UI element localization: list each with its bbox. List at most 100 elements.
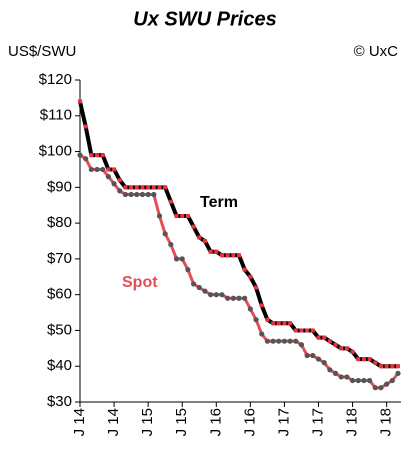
spot-marker xyxy=(117,188,123,194)
x-tick-label: J 17 xyxy=(309,408,326,436)
spot-marker xyxy=(111,181,117,187)
spot-marker xyxy=(94,166,100,173)
x-tick-label: J 15 xyxy=(173,408,190,436)
spot-marker xyxy=(327,367,333,373)
term-annotation: Term xyxy=(200,194,238,211)
spot-marker xyxy=(168,241,174,248)
term-marker xyxy=(254,285,259,290)
spot-marker xyxy=(100,166,106,173)
term-marker xyxy=(316,335,321,340)
term-marker xyxy=(123,185,128,190)
x-tick-label: J 14 xyxy=(105,408,122,436)
y-tick-label: $80 xyxy=(47,214,72,231)
spot-marker xyxy=(293,338,299,344)
spot-marker xyxy=(185,267,191,273)
term-marker xyxy=(78,99,82,104)
term-marker xyxy=(100,153,105,158)
spot-marker xyxy=(321,360,327,366)
spot-marker xyxy=(384,381,390,387)
spot-marker xyxy=(145,191,151,198)
spot-marker xyxy=(139,191,146,198)
spot-marker xyxy=(236,295,242,301)
spot-marker xyxy=(264,338,270,344)
spot-marker xyxy=(367,377,373,384)
term-marker xyxy=(237,253,241,258)
spot-marker xyxy=(349,377,356,384)
spot-marker xyxy=(253,317,259,323)
term-marker xyxy=(174,213,179,218)
term-marker xyxy=(373,360,378,365)
x-tick-label: J 16 xyxy=(207,408,224,436)
term-marker xyxy=(350,349,355,354)
spot-marker xyxy=(151,191,157,198)
y-tick-label: $120 xyxy=(39,71,72,88)
chart-title: Ux SWU Prices xyxy=(133,8,276,30)
term-marker xyxy=(299,328,304,333)
spot-marker xyxy=(242,295,248,301)
term-marker xyxy=(259,303,264,308)
y-axis-label: US$/SWU xyxy=(8,43,76,60)
spot-marker xyxy=(202,288,208,294)
spot-marker xyxy=(344,374,350,380)
x-tick-label: J 14 xyxy=(71,408,88,436)
term-marker xyxy=(265,317,270,322)
y-tick-label: $110 xyxy=(40,107,72,124)
spot-marker xyxy=(259,331,265,337)
term-marker xyxy=(333,342,338,347)
term-marker xyxy=(390,364,395,369)
spot-marker xyxy=(83,156,89,162)
term-marker xyxy=(305,328,310,333)
spot-marker xyxy=(162,231,168,237)
y-tick-label: $100 xyxy=(39,143,72,160)
spot-marker xyxy=(134,191,140,198)
term-marker xyxy=(140,185,145,190)
spot-marker xyxy=(372,385,378,391)
term-marker xyxy=(163,185,168,190)
spot-marker xyxy=(298,342,305,348)
credit: © UxC xyxy=(354,43,399,60)
spot-marker xyxy=(208,292,214,298)
spot-marker xyxy=(225,295,231,301)
term-marker xyxy=(276,321,281,326)
term-marker xyxy=(214,249,219,254)
term-marker xyxy=(231,253,236,258)
spot-marker xyxy=(276,338,282,344)
series-line xyxy=(78,101,398,369)
spot-marker xyxy=(361,377,367,384)
spot-marker xyxy=(270,338,276,344)
y-tick-label: $30 xyxy=(47,393,72,410)
spot-marker xyxy=(230,295,236,301)
spot-marker xyxy=(395,370,401,376)
x-tick-label: J 18 xyxy=(344,408,361,436)
spot-annotation: Spot xyxy=(122,274,158,291)
spot-marker xyxy=(88,166,94,173)
term-marker xyxy=(146,185,151,190)
spot-marker xyxy=(105,174,111,180)
term-marker xyxy=(339,346,344,351)
spot-marker xyxy=(338,374,344,380)
term-marker xyxy=(112,167,117,172)
y-tick-label: $70 xyxy=(47,250,72,267)
term-marker xyxy=(310,328,315,333)
y-tick-label: $60 xyxy=(47,286,72,303)
x-tick-label: J 15 xyxy=(139,408,156,436)
term-marker xyxy=(293,328,298,333)
spot-marker xyxy=(304,352,310,359)
spot-marker xyxy=(287,338,293,344)
term-marker xyxy=(225,253,230,258)
term-marker xyxy=(168,199,173,204)
spot-marker xyxy=(213,292,219,298)
spot-marker xyxy=(378,385,384,391)
term-marker xyxy=(396,364,400,369)
term-marker xyxy=(185,213,190,218)
term-marker xyxy=(134,185,139,190)
spot-marker xyxy=(77,152,83,158)
term-marker xyxy=(356,357,361,362)
spot-marker xyxy=(355,377,361,384)
term-marker xyxy=(129,185,134,190)
term-marker xyxy=(367,357,372,362)
spot-marker xyxy=(122,191,129,198)
term-marker xyxy=(202,239,207,243)
y-tick-label: $90 xyxy=(47,178,72,195)
